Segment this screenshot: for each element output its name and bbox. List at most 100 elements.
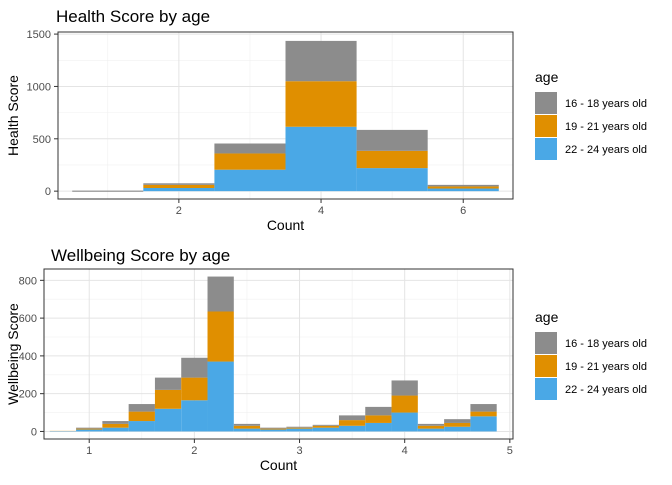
legend: age 16 - 18 years old 19 - 21 years old 22 … (535, 309, 647, 400)
bar-segment (260, 429, 286, 430)
y-tick-label: 0 (45, 186, 51, 198)
legend-title: age (535, 309, 559, 325)
legend-swatch (535, 378, 557, 400)
bar-segment (76, 430, 102, 432)
bar-segment (357, 130, 428, 151)
bar-segment (286, 428, 312, 429)
bar-segment (143, 185, 214, 188)
bar-segment (260, 430, 286, 432)
bar-segment (286, 127, 357, 191)
bar-segment (155, 390, 181, 409)
bar-segment (214, 153, 285, 169)
x-axis: 1 2 3 4 5 Count (86, 439, 513, 473)
y-axis: 0 200 400 600 800 Wellbeing Score (5, 275, 44, 438)
bar-segment (155, 378, 181, 390)
x-tick-label: 1 (86, 445, 92, 457)
bar-segment (102, 424, 128, 428)
bar-segment (214, 144, 285, 154)
y-tick-label: 800 (19, 275, 37, 287)
bar-segment (286, 81, 357, 127)
bar-segment (418, 429, 444, 432)
bar-segment (365, 415, 391, 423)
legend-label: 19 - 21 years old (565, 361, 647, 373)
y-tick-label: 500 (33, 134, 51, 146)
bar-segment (208, 277, 234, 312)
bar-segment (470, 412, 496, 417)
chart-panel: Wellbeing Score by age 1 2 3 4 5 Count 0 200 400 6… (5, 246, 647, 473)
x-axis-label: Count (267, 217, 304, 233)
y-axis-label: Wellbeing Score (5, 303, 21, 405)
bar-segment (234, 429, 260, 432)
y-tick-label: 0 (31, 426, 37, 438)
bar-segment (143, 188, 214, 191)
x-tick-label: 4 (318, 205, 324, 217)
y-tick-label: 600 (19, 313, 37, 325)
bar-segment (392, 380, 418, 395)
bar-segment (155, 409, 181, 432)
bar-segment (260, 428, 286, 429)
bar-segment (181, 378, 207, 401)
legend-swatch (535, 332, 557, 354)
bar-segment (428, 186, 499, 188)
legend: age 16 - 18 years old 19 - 21 years old 22 … (535, 69, 647, 160)
legend-label: 16 - 18 years old (565, 98, 647, 110)
bar-segment (214, 170, 285, 191)
bar-segment (234, 426, 260, 429)
bar-segment (313, 428, 339, 432)
bar-segment (102, 421, 128, 424)
bar-segment (418, 424, 444, 426)
bar-segment (339, 420, 365, 426)
bar-segment (313, 425, 339, 426)
x-tick-label: 5 (507, 445, 513, 457)
legend-label: 22 - 24 years old (565, 144, 647, 156)
bar-segment (470, 416, 496, 431)
legend-swatch (535, 92, 557, 114)
x-tick-label: 4 (402, 445, 408, 457)
bar-segment (428, 189, 499, 192)
bar-segment (286, 41, 357, 81)
bar-segment (357, 151, 428, 168)
bar-segment (313, 426, 339, 428)
y-tick-label: 400 (19, 351, 37, 363)
legend-label: 22 - 24 years old (565, 384, 647, 396)
bar-segment (339, 426, 365, 432)
bar-segment (365, 423, 391, 432)
bar-segment (208, 362, 234, 432)
bar-segment (76, 429, 102, 430)
x-tick-label: 2 (191, 445, 197, 457)
legend-label: 16 - 18 years old (565, 338, 647, 350)
bar-segment (470, 404, 496, 412)
y-tick-label: 1500 (27, 29, 51, 41)
bar-segment (76, 428, 102, 429)
bar-segment (444, 423, 470, 427)
legend-item: 19 - 21 years old (535, 115, 647, 137)
bar-segment (234, 424, 260, 426)
legend-item: 22 - 24 years old (535, 378, 647, 400)
x-tick-label: 6 (460, 205, 466, 217)
x-axis: 2 4 6 Count (176, 199, 467, 233)
y-tick-label: 200 (19, 389, 37, 401)
bar-segment (129, 404, 155, 412)
bar-segment (208, 312, 234, 362)
legend-label: 19 - 21 years old (565, 121, 647, 133)
legend-swatch (535, 355, 557, 377)
bar-segment (392, 413, 418, 432)
bar-segment (365, 407, 391, 416)
x-tick-label: 2 (176, 205, 182, 217)
bar-segment (418, 426, 444, 429)
x-axis-label: Count (260, 457, 297, 473)
legend-swatch (535, 115, 557, 137)
legend-swatch (535, 138, 557, 160)
bar-segment (181, 400, 207, 431)
chart-title: Wellbeing Score by age (51, 246, 230, 265)
legend-item: 16 - 18 years old (535, 332, 647, 354)
bar-segment (339, 415, 365, 420)
bar-segment (143, 183, 214, 185)
x-tick-label: 3 (296, 445, 302, 457)
bar-segment (286, 429, 312, 432)
legend-title: age (535, 69, 559, 85)
y-axis-label: Health Score (5, 75, 21, 156)
